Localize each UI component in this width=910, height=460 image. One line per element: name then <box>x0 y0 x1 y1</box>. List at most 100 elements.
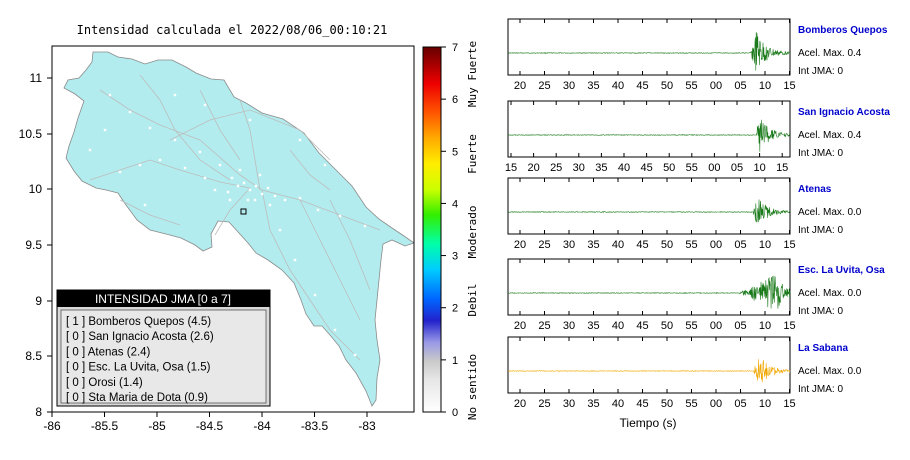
town-dot <box>298 138 302 142</box>
station-jma: Int JMA: 0 <box>798 225 843 236</box>
town-dot <box>254 184 258 188</box>
waveform-tick-label: 30 <box>563 320 575 332</box>
waveform-tick-label: 35 <box>587 320 599 332</box>
waveform-panel: 20 25 30 35 40 45 50 55 00 05 10 15 Bomberos Quepos A… <box>507 18 888 92</box>
colorbar-label: Fuerte <box>466 134 479 174</box>
station-marker <box>240 208 247 215</box>
waveform-frame <box>507 258 791 316</box>
waveform-tick-label: 55 <box>685 239 697 251</box>
waveform-tick-label: 00 <box>710 398 722 410</box>
colorbar-tick-label: 7 <box>452 42 458 54</box>
map-y-tick-label: 10 <box>29 182 43 196</box>
waveform-trace <box>507 119 791 152</box>
town-dot <box>273 194 277 198</box>
town-dot <box>298 196 302 200</box>
station-accel: Acel. Max. 0.0 <box>798 207 862 218</box>
waveform-frame <box>507 177 791 235</box>
waveform-tick-label: 00 <box>710 320 722 332</box>
waveform-tick-label: 15 <box>505 162 517 174</box>
station-name: La Sabana <box>798 343 848 354</box>
town-dot <box>198 150 202 154</box>
colorbar-tick-label: 6 <box>452 94 458 106</box>
waveform-trace <box>508 275 791 309</box>
waveform-frame <box>507 336 791 394</box>
waveform-tick-label: 05 <box>734 320 746 332</box>
colorbar-tick-label: 4 <box>452 198 458 210</box>
waveform-trace <box>507 199 791 223</box>
waveform-tick-label: 30 <box>573 162 585 174</box>
waveform-panel: 20 25 30 35 40 45 50 55 00 05 10 15 Esc. La Uvita, O… <box>507 258 885 332</box>
waveform-tick-label: 20 <box>514 398 526 410</box>
map-y-tick-label: 8.5 <box>25 349 42 363</box>
waveform-tick-label: 25 <box>538 80 550 92</box>
road-line <box>199 89 241 161</box>
town-dot <box>128 110 132 114</box>
town-dot <box>260 192 264 196</box>
town-dot <box>313 293 317 297</box>
colorbar-label: Debil <box>466 283 479 316</box>
road-line <box>89 159 251 189</box>
intensity-legend: INTENSIDAD JMA [0 a 7] [ 1 ] Bomberos Qu… <box>56 289 271 407</box>
waveform-tick-label: 35 <box>587 80 599 92</box>
waveform-tick-label: 55 <box>685 320 697 332</box>
map-x-tick-label: -85 <box>148 419 166 433</box>
road-line <box>139 74 231 181</box>
map-y-tick-label: 8 <box>35 405 42 419</box>
waveform-tick-label: 40 <box>612 398 624 410</box>
waveform-tick-label: 50 <box>661 239 673 251</box>
town-dot <box>203 103 207 107</box>
waveform-tick-label: 40 <box>612 320 624 332</box>
town-dot <box>230 176 234 180</box>
town-dot <box>203 176 207 180</box>
waveform-tick-label: 35 <box>587 239 599 251</box>
waveform-tick-label: 40 <box>612 239 624 251</box>
station-name: Bomberos Quepos <box>798 25 888 36</box>
waveform-tick-label: 20 <box>514 80 526 92</box>
town-dot <box>238 168 242 172</box>
waveform-tick-label: 25 <box>538 320 550 332</box>
road-line <box>289 149 331 191</box>
waveform-tick-label: 30 <box>563 239 575 251</box>
waveform-tick-label: 45 <box>636 320 648 332</box>
town-dot <box>88 148 92 152</box>
waveform-tick-label: 05 <box>734 80 746 92</box>
waveform-tick-label: 05 <box>734 239 746 251</box>
waveform-tick-label: 40 <box>618 162 630 174</box>
waveform-tick-label: 15 <box>783 398 795 410</box>
station-name: Atenas <box>798 184 832 195</box>
waveform-tick-label: 50 <box>661 320 673 332</box>
waveform-trace <box>507 32 791 71</box>
waveform-tick-label: 50 <box>661 398 673 410</box>
waveform-tick-label: 20 <box>514 239 526 251</box>
map-y-tick-label: 10.5 <box>19 127 43 141</box>
legend-header: INTENSIDAD JMA [0 a 7] <box>95 292 231 306</box>
map-x-tick-label: -83 <box>358 419 376 433</box>
waveform-tick-label: 45 <box>636 398 648 410</box>
waveform-tick-label: 00 <box>710 80 722 92</box>
map-y-tick-label: 11 <box>30 71 43 85</box>
town-dot <box>108 93 112 97</box>
waveform-tick-label: 10 <box>759 239 771 251</box>
town-dot <box>293 258 297 262</box>
waveform-tick-label: 30 <box>563 80 575 92</box>
map-x-tick-label: -86 <box>43 419 61 433</box>
waveform-panel: 15 20 25 30 35 40 45 50 55 00 05 10 15 San Ignacio Ac… <box>505 100 890 174</box>
map-frame <box>51 45 415 413</box>
road-line <box>169 109 331 161</box>
waveform-frame <box>507 18 791 76</box>
legend-entry: [ 0 ] San Ignacio Acosta (2.6) <box>66 331 214 343</box>
waveform-tick-label: 10 <box>759 80 771 92</box>
waveform-tick-label: 30 <box>563 398 575 410</box>
waveform-panel: 20 25 30 35 40 45 50 55 00 05 10 15 Atenas Acel. Max.… <box>507 177 862 251</box>
colorbar-tick-label: 2 <box>452 303 458 315</box>
waveform-tick-label: 25 <box>550 162 562 174</box>
town-dot <box>266 186 270 190</box>
waveform-panels: 20 25 30 35 40 45 50 55 00 05 10 15 Bomberos Quepos A… <box>505 18 890 410</box>
legend-entry: [ 0 ] Orosi (1.4) <box>66 377 143 389</box>
colorbar-gradient <box>422 46 442 413</box>
map-x-tick-label: -85.5 <box>91 419 119 433</box>
waveform-tick-label: 55 <box>685 398 697 410</box>
town-dot <box>246 198 250 202</box>
map-x-tick-label: -83.5 <box>301 419 329 433</box>
